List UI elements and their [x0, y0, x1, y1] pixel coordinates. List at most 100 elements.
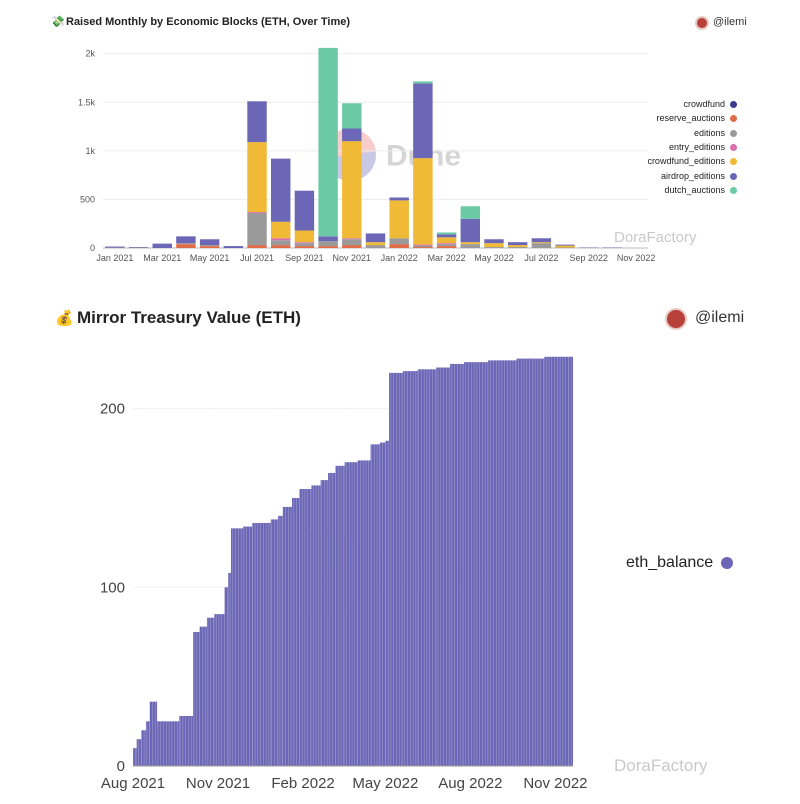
- bar-segment: [365, 245, 386, 248]
- bar: [344, 462, 358, 766]
- bar-segment: [413, 247, 433, 248]
- bar: [230, 528, 243, 766]
- bar: [299, 489, 312, 766]
- dorafactory-watermark: DoraFactory: [614, 756, 708, 775]
- bar-segment: [318, 236, 338, 242]
- bar: [206, 617, 215, 766]
- bar: [282, 506, 292, 766]
- legend-label: entry_editions: [668, 141, 725, 152]
- bar-segment: [460, 244, 480, 248]
- legend-item[interactable]: crowdfund_editions: [647, 156, 737, 166]
- x-tick-label: Sep 2021: [285, 253, 324, 263]
- bar-segment: [436, 232, 457, 235]
- legend-item[interactable]: eth_balance: [626, 554, 734, 572]
- bar-segment: [484, 239, 504, 244]
- x-tick-label: Feb 2022: [271, 775, 334, 792]
- bar-segment: [199, 245, 220, 247]
- treasury-value-panel: 💰 Mirror Treasury Value (ETH) @ilemi Dun…: [0, 295, 800, 804]
- legend-swatch: [730, 101, 737, 109]
- bar: [385, 440, 390, 766]
- bar: [357, 460, 371, 766]
- x-tick-label: May 2022: [474, 253, 514, 263]
- legend-item[interactable]: dutch_auctions: [664, 185, 737, 195]
- dorafactory-watermark: DoraFactory: [614, 229, 697, 246]
- bar: [136, 739, 142, 766]
- bar: [270, 519, 279, 766]
- bar: [516, 358, 545, 766]
- legend-swatch: [730, 172, 737, 180]
- bar-segment: [247, 245, 267, 248]
- x-tick-label: Nov 2021: [186, 775, 250, 792]
- x-tick-label: Mar 2021: [143, 253, 181, 263]
- bar: [463, 362, 488, 766]
- chart-title: Raised Monthly by Economic Blocks (ETH, …: [66, 16, 351, 28]
- bar: [335, 465, 345, 766]
- bar-segment: [484, 247, 504, 248]
- x-tick-label: Aug 2021: [101, 775, 165, 792]
- x-tick-label: Jul 2021: [240, 253, 274, 263]
- bar-segment: [555, 244, 575, 246]
- bar-segment: [365, 242, 386, 246]
- y-tick-label: 1.5k: [78, 97, 96, 107]
- x-tick-label: Nov 2022: [523, 775, 587, 792]
- bar-segment: [318, 246, 338, 248]
- bar: [450, 363, 464, 766]
- bar-separators: [132, 355, 572, 766]
- x-tick-label: Aug 2022: [438, 775, 502, 792]
- bar-segment: [436, 243, 457, 245]
- bar-segment: [531, 243, 552, 248]
- legend-swatch: [721, 556, 734, 569]
- avatar: [695, 16, 709, 30]
- legend-label: crowdfund: [683, 99, 725, 109]
- bar-segment: [413, 245, 433, 248]
- username[interactable]: @ilemi: [695, 309, 745, 326]
- bar-segment: [531, 238, 552, 243]
- y-tick-label: 200: [100, 401, 125, 418]
- bar-segment: [460, 218, 480, 243]
- money-bag-icon: 💰: [55, 310, 74, 327]
- legend-item[interactable]: airdrop_editions: [661, 171, 737, 181]
- bar-segment: [223, 246, 244, 248]
- bar: [311, 485, 321, 766]
- legend-swatch: [730, 115, 737, 123]
- bar-segment: [271, 238, 291, 241]
- avatar: [665, 308, 687, 330]
- x-tick-label: Jul 2022: [524, 253, 558, 263]
- legend-item[interactable]: crowdfund: [683, 99, 737, 109]
- bar: [328, 472, 336, 766]
- y-tick-label: 100: [100, 579, 125, 596]
- bar-segment: [531, 242, 552, 244]
- y-tick-label: 0: [90, 243, 95, 253]
- x-tick-label: Jan 2022: [381, 253, 418, 263]
- legend-item[interactable]: editions: [694, 128, 737, 138]
- bar-segment: [389, 238, 409, 245]
- bar-segment: [199, 246, 220, 248]
- bar-segment: [436, 234, 457, 238]
- money-with-wings-icon: 💸: [51, 16, 65, 28]
- bar-segment: [342, 238, 362, 240]
- username[interactable]: @ilemi: [713, 16, 747, 28]
- bar-segment: [342, 128, 362, 142]
- y-tick-label: 2k: [85, 49, 95, 59]
- bar-segment: [318, 241, 338, 247]
- chart-title: Mirror Treasury Value (ETH): [77, 308, 301, 327]
- bar: [291, 497, 300, 766]
- bar-segment: [294, 246, 315, 248]
- x-tick-label: May 2022: [352, 775, 418, 792]
- bar: [252, 522, 271, 766]
- bar: [544, 356, 569, 766]
- y-tick-label: 500: [80, 194, 95, 204]
- x-tick-label: Nov 2021: [333, 253, 372, 263]
- bar-segment: [389, 200, 409, 239]
- bar-segment: [342, 245, 362, 248]
- legend-item[interactable]: reserve_auctions: [656, 113, 737, 123]
- bar: [568, 356, 573, 766]
- bar: [243, 526, 253, 766]
- bar-segment: [436, 244, 457, 247]
- bar-segment: [199, 239, 220, 246]
- legend-swatch: [730, 186, 737, 194]
- bar: [436, 367, 451, 766]
- bar: [370, 444, 380, 766]
- bar-segment: [294, 243, 315, 247]
- legend-item[interactable]: entry_editions: [669, 142, 737, 152]
